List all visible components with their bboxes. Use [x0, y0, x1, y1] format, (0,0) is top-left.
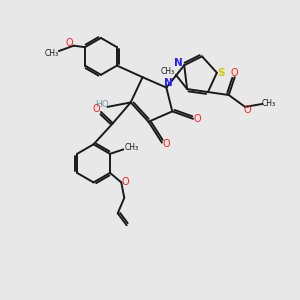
Text: CH₃: CH₃: [124, 142, 139, 152]
Text: O: O: [162, 139, 170, 149]
Text: O: O: [122, 177, 129, 188]
Text: N: N: [175, 58, 183, 68]
Text: O: O: [66, 38, 74, 48]
Text: O: O: [244, 106, 251, 116]
Text: CH₃: CH₃: [160, 67, 175, 76]
Text: HO: HO: [95, 100, 108, 109]
Text: O: O: [231, 68, 238, 78]
Text: O: O: [93, 104, 100, 114]
Text: CH₃: CH₃: [44, 49, 58, 58]
Text: N: N: [164, 78, 173, 88]
Text: S: S: [217, 68, 225, 78]
Text: O: O: [194, 114, 201, 124]
Text: CH₃: CH₃: [262, 99, 276, 108]
